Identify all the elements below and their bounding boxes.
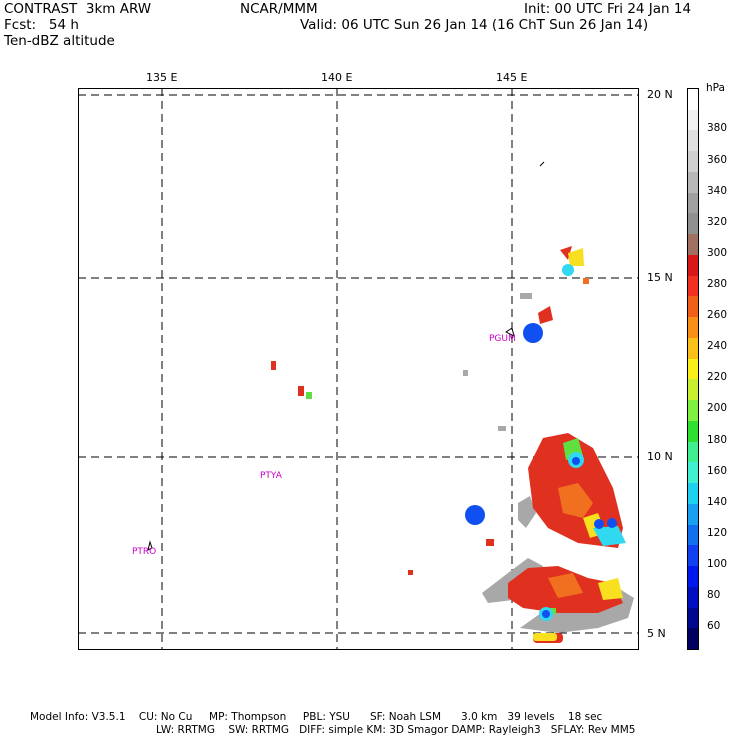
colorbar-label: 140: [707, 495, 728, 508]
colorbar-label: 300: [707, 246, 728, 259]
cyan-echo-areas: [539, 264, 626, 621]
lon-tick-145: 145 E: [496, 71, 528, 84]
colorbar-swatch: [688, 151, 698, 173]
colorbar-swatch: [688, 337, 698, 360]
map-panel: PGUM PTYA PTRO: [78, 88, 639, 650]
forecast-hour: Fcst: 54 h: [4, 17, 79, 33]
colorbar-label: 360: [707, 153, 728, 166]
valid-time: Valid: 06 UTC Sun 26 Jan 14 (16 ChT Sun …: [300, 17, 649, 33]
colorbar-label: 80: [707, 589, 721, 602]
colorbar-label: 260: [707, 309, 728, 322]
colorbar-swatch: [688, 586, 698, 608]
colorbar-label: 200: [707, 402, 728, 415]
colorbar-swatch: [688, 192, 698, 214]
colorbar-label: 180: [707, 433, 728, 446]
colorbar-label: 320: [707, 215, 728, 228]
lat-tick-10: 10 N: [647, 450, 673, 463]
colorbar-swatch: [688, 109, 698, 131]
colorbar-swatch: [688, 400, 698, 422]
colorbar-swatch: [688, 358, 698, 380]
lat-tick-15: 15 N: [647, 271, 673, 284]
colorbar-swatch: [688, 628, 698, 650]
colorbar-label: 240: [707, 340, 728, 353]
coastlines: [147, 161, 545, 551]
orange-echo-areas: [548, 278, 593, 598]
colorbar-swatch: [688, 441, 698, 463]
lat-tick-20: 20 N: [647, 88, 673, 101]
colorbar-swatch: [688, 607, 698, 629]
footer-physics-info: LW: RRTMG SW: RRTMG DIFF: simple KM: 3D …: [156, 724, 636, 736]
colorbar-swatch: [688, 483, 698, 505]
colorbar-swatch: [688, 503, 698, 526]
field-name: Ten-dBZ altitude: [4, 33, 115, 49]
colorbar-swatch: [688, 420, 698, 443]
colorbar-label: 340: [707, 184, 728, 197]
footer-model-info: Model Info: V3.5.1 CU: No Cu MP: Thompso…: [30, 711, 603, 723]
colorbar-swatch: [688, 379, 698, 401]
colorbar-swatch: [688, 524, 698, 546]
lat-tick-5: 5 N: [647, 627, 666, 640]
colorbar-label: 60: [707, 620, 721, 633]
colorbar-label: 220: [707, 371, 728, 384]
colorbar-label: 280: [707, 278, 728, 291]
station-ptya: PTYA: [260, 471, 282, 481]
deep-convection-cell: [523, 323, 543, 343]
organization: NCAR/MMM: [240, 1, 318, 17]
blue-echo-areas: [465, 323, 617, 618]
colorbar-label: 120: [707, 526, 728, 539]
station-ptro: PTRO: [132, 547, 157, 557]
model-name: CONTRAST 3km ARW: [4, 1, 152, 17]
colorbar-label: 160: [707, 464, 728, 477]
colorbar-swatch: [688, 254, 698, 277]
colorbar-swatch: [688, 275, 698, 297]
colorbar-swatch: [688, 89, 698, 111]
station-pgum: PGUM: [489, 334, 516, 344]
init-time: Init: 00 UTC Fri 24 Jan 14: [524, 1, 692, 17]
colorbar-swatch: [688, 213, 698, 235]
colorbar-label: 380: [707, 122, 728, 135]
colorbar-swatch: [688, 545, 698, 567]
colorbar-swatch: [688, 296, 698, 318]
colorbar-swatch: [688, 462, 698, 484]
colorbar-swatch: [688, 566, 698, 588]
colorbar: [687, 88, 699, 650]
lon-tick-135: 135 E: [146, 71, 178, 84]
colorbar-swatch: [688, 234, 698, 256]
colorbar-unit: hPa: [706, 82, 725, 94]
lon-tick-140: 140 E: [321, 71, 353, 84]
map-canvas: [79, 89, 638, 649]
colorbar-swatch: [688, 130, 698, 152]
colorbar-label: 100: [707, 558, 728, 571]
colorbar-swatch: [688, 317, 698, 339]
colorbar-swatch: [688, 171, 698, 194]
